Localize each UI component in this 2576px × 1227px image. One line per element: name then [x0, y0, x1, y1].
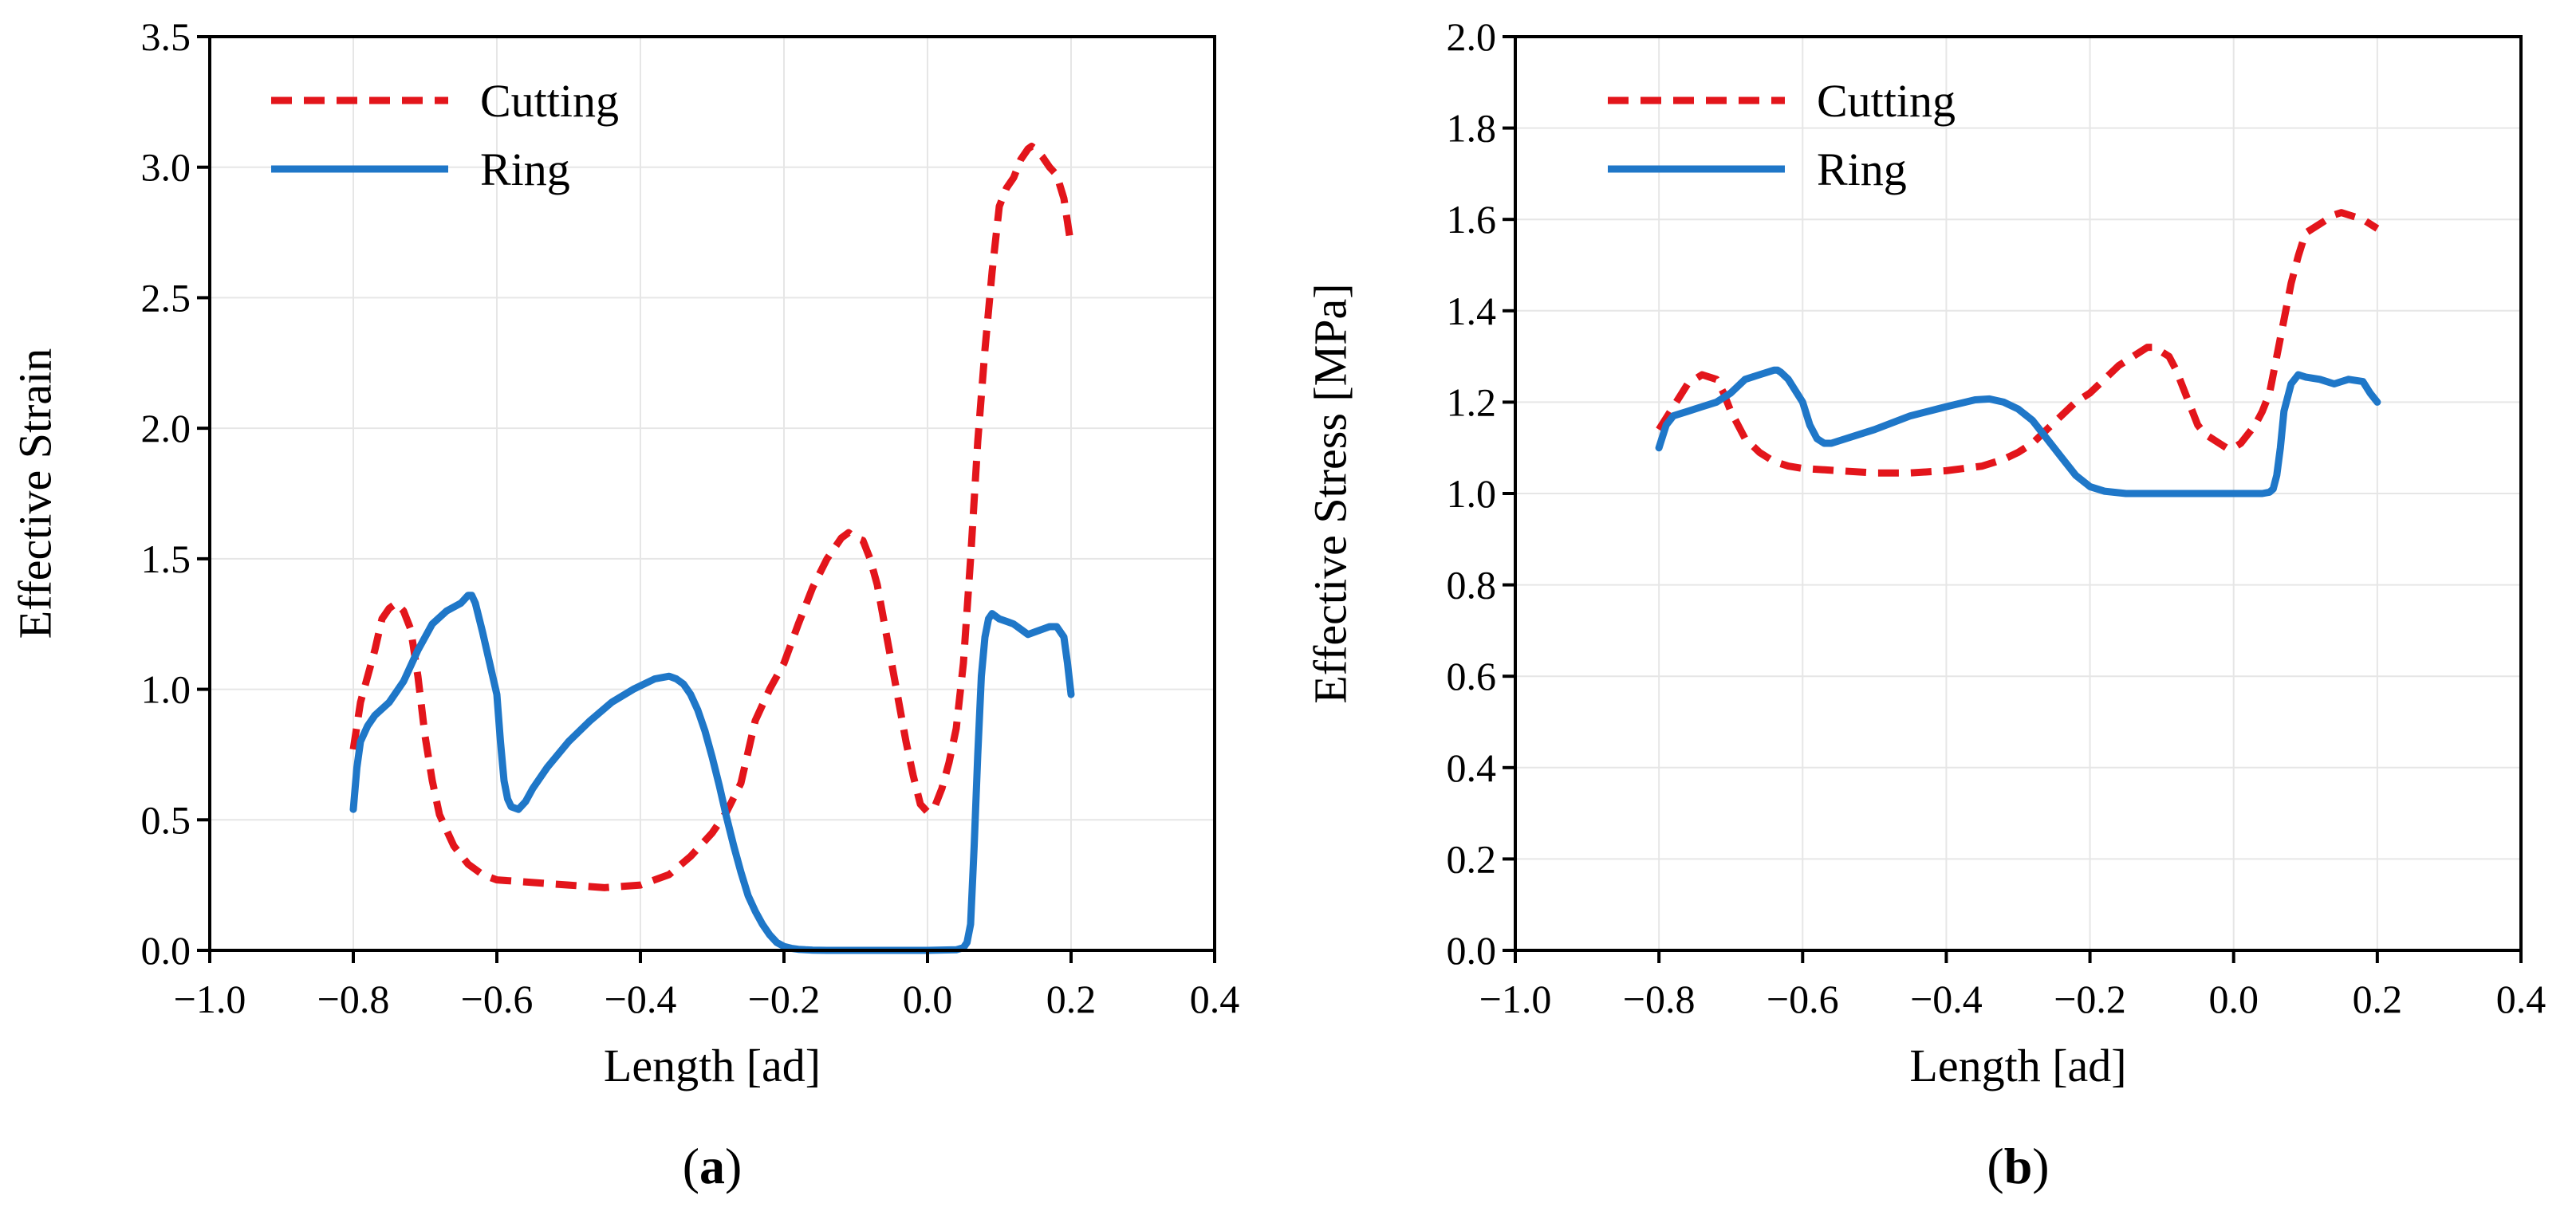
y-tick-label: 2.0: [141, 406, 191, 450]
x-tick-label: 0.0: [2208, 977, 2259, 1021]
ticks: −1.0 −0.8 −0.6 −0.4 −0.2 0.0 0.2 0.4 0.0 0.2 0.4 0.…: [1447, 14, 2546, 1021]
plot-frame: [208, 35, 1216, 952]
y-tick-label: 0.5: [141, 797, 191, 842]
y-axis-label: Effective Stress [MPa]: [1305, 283, 1357, 703]
x-tick-label: −0.4: [605, 977, 677, 1021]
x-tick-label: −0.6: [461, 977, 534, 1021]
legend-label-cutting: Cutting: [480, 75, 619, 127]
ticks: −1.0 −0.8 −0.6 −0.4 −0.2 0.0 0.2 0.4 0.0 0.5 1.0 1.…: [141, 14, 1240, 1021]
panel-a: −1.0 −0.8 −0.6 −0.4 −0.2 0.0 0.2 0.4 0.0 0.5 1.0 1.…: [10, 14, 1240, 1194]
x-tick-label: −0.4: [1910, 977, 1983, 1021]
y-tick-label: 1.6: [1447, 197, 1497, 242]
x-tick-label: 0.4: [1190, 977, 1240, 1021]
x-tick-label: 0.2: [1046, 977, 1097, 1021]
x-tick-label: −1.0: [174, 977, 246, 1021]
x-tick-label: −1.0: [1479, 977, 1552, 1021]
x-tick-label: −0.6: [1767, 977, 1839, 1021]
y-axis-label: Effective Strain: [10, 348, 61, 639]
panel-label-b: (b): [1987, 1138, 2049, 1194]
series-line-cutting: [349, 143, 1075, 891]
gridlines: [1514, 36, 2522, 951]
x-tick-label: −0.8: [1623, 977, 1696, 1021]
legend: Cutting Ring: [1608, 75, 1956, 195]
panel-b: −1.0 −0.8 −0.6 −0.4 −0.2 0.0 0.2 0.4 0.0 0.2 0.4 0.…: [1305, 14, 2546, 1194]
x-tick-label: 0.0: [903, 977, 953, 1021]
x-tick-label: −0.8: [317, 977, 390, 1021]
y-tick-label: 0.2: [1447, 836, 1497, 881]
y-tick-label: 0.0: [1447, 928, 1497, 973]
legend: Cutting Ring: [271, 75, 619, 195]
x-tick-label: −0.2: [748, 977, 821, 1021]
y-tick-label: 0.8: [1447, 563, 1497, 608]
y-tick-label: 0.6: [1447, 654, 1497, 698]
x-tick-label: 0.2: [2353, 977, 2403, 1021]
y-tick-label: 1.0: [141, 667, 191, 712]
y-tick-label: 2.5: [141, 275, 191, 320]
x-axis-label: Length [ad]: [604, 1040, 821, 1091]
legend-label-ring: Ring: [1817, 144, 1907, 195]
series-layer: [349, 143, 1075, 954]
y-tick-label: 0.4: [1447, 745, 1497, 790]
y-tick-label: 1.5: [141, 537, 191, 581]
x-tick-label: 0.4: [2496, 977, 2546, 1021]
series-line-cutting: [1656, 209, 2380, 477]
y-tick-label: 1.4: [1447, 289, 1497, 333]
y-tick-label: 1.0: [1447, 471, 1497, 516]
series-line-ring: [349, 592, 1075, 954]
y-tick-label: 3.5: [141, 14, 191, 59]
panel-label-a: (a): [683, 1138, 742, 1194]
y-tick-label: 0.0: [141, 928, 191, 973]
x-tick-label: −0.2: [2054, 977, 2126, 1021]
legend-label-cutting: Cutting: [1817, 75, 1956, 127]
x-axis-label: Length [ad]: [1909, 1040, 2126, 1091]
series-line-ring: [1655, 366, 2381, 497]
y-tick-label: 1.2: [1447, 380, 1497, 424]
y-tick-label: 1.8: [1447, 106, 1497, 151]
y-tick-label: 3.0: [141, 145, 191, 190]
legend-label-ring: Ring: [480, 144, 570, 195]
y-tick-label: 2.0: [1447, 14, 1497, 59]
series-layer: [1655, 209, 2381, 497]
